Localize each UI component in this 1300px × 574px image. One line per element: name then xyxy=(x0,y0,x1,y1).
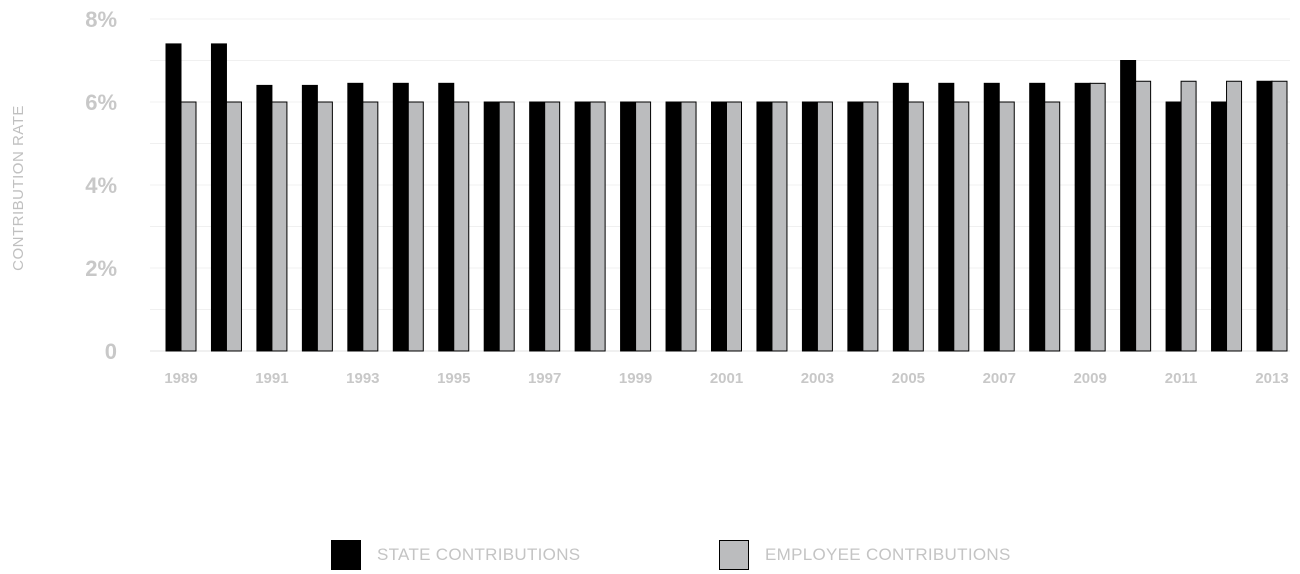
legend-swatch-employee xyxy=(719,540,749,570)
bar-state xyxy=(438,82,455,352)
bar-employee xyxy=(453,101,470,352)
bar-state xyxy=(620,101,637,352)
y-tick-label: 8% xyxy=(85,7,117,32)
y-tick-label: 4% xyxy=(85,173,117,198)
bar-employee xyxy=(1135,80,1152,352)
bar-employee xyxy=(316,101,333,352)
bar-state xyxy=(210,43,227,352)
bar-state xyxy=(801,101,818,352)
bar-state xyxy=(1211,101,1228,352)
bar-employee xyxy=(771,101,788,352)
bar-employee xyxy=(907,101,924,352)
x-tick-label: 2007 xyxy=(983,370,1016,387)
bar-employee xyxy=(998,101,1015,352)
x-tick-label: 1991 xyxy=(255,370,288,387)
bar-state xyxy=(256,84,273,352)
bar-employee xyxy=(862,101,879,352)
x-tick-label: 1997 xyxy=(528,370,561,387)
bar-employee xyxy=(816,101,833,352)
bar-employee xyxy=(589,101,606,352)
bar-employee xyxy=(498,101,515,352)
x-tick-label: 2011 xyxy=(1165,370,1198,387)
x-tick-label: 1993 xyxy=(346,370,379,387)
bar-state xyxy=(392,82,409,352)
x-tick-label: 1995 xyxy=(437,370,470,387)
bar-employee xyxy=(1226,80,1243,352)
legend-label-state: STATE CONTRIBUTIONS xyxy=(377,545,581,564)
legend-swatch-state xyxy=(331,540,361,570)
bar-state xyxy=(529,101,546,352)
bar-state xyxy=(347,82,364,352)
x-tick-label: 2005 xyxy=(892,370,925,387)
bar-state xyxy=(665,101,682,352)
bar-state xyxy=(938,82,955,352)
bar-state xyxy=(1120,60,1137,352)
x-tick-label: 2001 xyxy=(710,370,743,387)
bar-employee xyxy=(680,101,697,352)
bar-employee xyxy=(1180,80,1197,352)
y-axis-ticks: 0 2% 4% 6% 8% xyxy=(85,7,117,364)
bar-employee xyxy=(1044,101,1061,352)
bar-state xyxy=(483,101,500,352)
y-axis-label: CONTRIBUTION RATE xyxy=(10,105,27,271)
bar-chart: 0 2% 4% 6% 8% 1989 1991 1993 1995 1997 1999 2001 20… xyxy=(10,7,1290,387)
bar-state xyxy=(1165,101,1182,352)
bar-state xyxy=(301,84,318,352)
bar-state xyxy=(1256,80,1273,352)
x-tick-label: 2003 xyxy=(801,370,834,387)
y-tick-label: 0 xyxy=(105,339,117,364)
x-tick-label: 2009 xyxy=(1073,370,1106,387)
bar-employee xyxy=(726,101,742,352)
bar-state xyxy=(1029,82,1046,352)
legend-label-employee: EMPLOYEE CONTRIBUTIONS xyxy=(765,545,1011,564)
bars xyxy=(165,43,1288,352)
bar-employee xyxy=(362,101,379,352)
bar-state xyxy=(892,82,909,352)
bar-employee xyxy=(1089,82,1106,352)
y-tick-label: 6% xyxy=(85,90,117,115)
bar-employee xyxy=(180,101,197,352)
bar-state xyxy=(1074,82,1091,352)
x-tick-label: 1989 xyxy=(164,370,197,387)
legend-item-employee: EMPLOYEE CONTRIBUTIONS xyxy=(719,540,1011,570)
bar-employee xyxy=(635,101,652,352)
legend-item-state: STATE CONTRIBUTIONS xyxy=(331,540,580,570)
bar-state xyxy=(983,82,1000,352)
legend: STATE CONTRIBUTIONS EMPLOYEE CONTRIBUTIO… xyxy=(0,540,1300,574)
bar-state xyxy=(574,101,591,352)
bar-employee xyxy=(1271,80,1288,352)
bar-state xyxy=(756,101,773,352)
x-tick-label: 1999 xyxy=(619,370,652,387)
bar-state xyxy=(711,101,727,352)
x-axis-ticks: 1989 1991 1993 1995 1997 1999 2001 2003 2005 2007… xyxy=(164,370,1288,387)
bar-employee xyxy=(225,101,242,352)
y-tick-label: 2% xyxy=(85,256,117,281)
bar-state xyxy=(847,101,864,352)
bar-employee xyxy=(544,101,561,352)
bar-employee xyxy=(407,101,424,352)
bar-employee xyxy=(271,101,288,352)
bar-employee xyxy=(953,101,970,352)
bar-state xyxy=(165,43,182,352)
x-tick-label: 2013 xyxy=(1255,370,1288,387)
